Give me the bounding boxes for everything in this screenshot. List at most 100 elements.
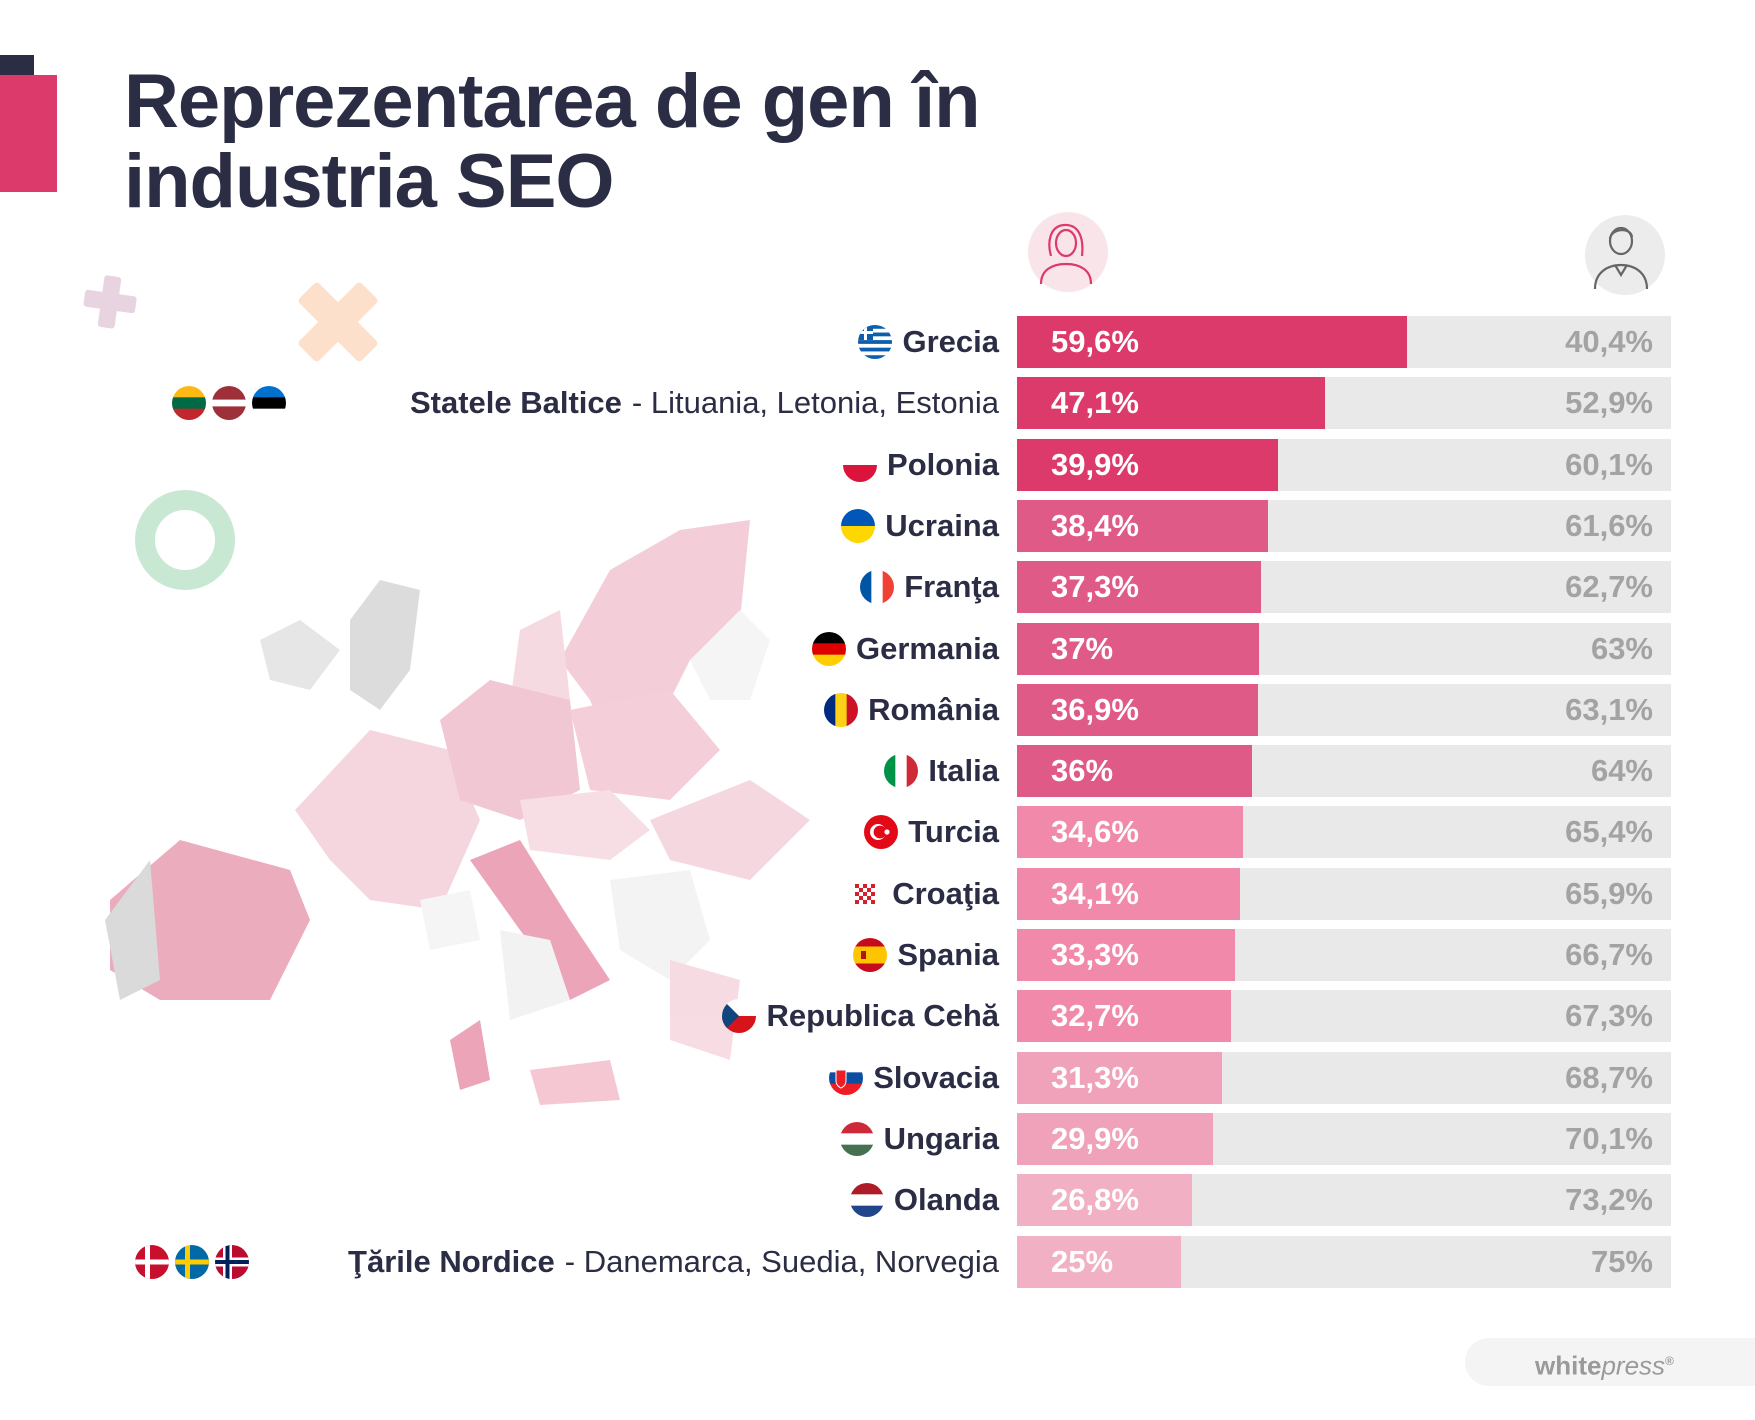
bar-track: 31,3% 68,7%	[1017, 1051, 1671, 1104]
female-value-label: 36%	[1051, 753, 1114, 789]
france-flag-icon	[860, 570, 895, 605]
norway-flag-icon	[215, 1244, 249, 1279]
bar-track: 47,1% 52,9%	[1017, 377, 1671, 430]
bar-track: 33,3% 66,7%	[1017, 929, 1671, 981]
czech-flag-icon	[722, 999, 757, 1034]
chart-row: Spania 33,3% 66,7%	[0, 929, 1755, 981]
chart-row: Polonia 39,9% 60,1%	[0, 438, 1755, 491]
country-name: Turcia	[908, 814, 999, 850]
male-value-label: 62,7%	[1565, 569, 1653, 605]
bar-track: 32,7% 67,3%	[1017, 990, 1671, 1043]
male-value-label: 60,1%	[1565, 446, 1653, 482]
chart-row: Grecia 59,6% 40,4%	[0, 316, 1755, 368]
female-bar	[1017, 990, 1231, 1043]
chart-row: Italia 36% 64%	[0, 745, 1755, 798]
female-value-label: 59,6%	[1051, 324, 1139, 359]
plus-decoration-icon	[83, 275, 137, 329]
male-value-label: 64%	[1590, 753, 1653, 789]
chart-row: Republica Cehă 32,7% 67,3%	[0, 990, 1755, 1043]
female-value-label: 33,3%	[1051, 937, 1139, 972]
flag-group	[135, 1244, 249, 1279]
female-bar	[1017, 561, 1261, 614]
male-value-label: 65,9%	[1565, 875, 1653, 911]
female-value-label: 47,1%	[1051, 385, 1139, 421]
poland-flag-icon	[843, 447, 878, 482]
female-value-label: 34,1%	[1051, 875, 1139, 911]
female-value-label: 38,4%	[1051, 507, 1139, 543]
country-label: Spania	[853, 929, 999, 981]
country-name: Croaţia	[892, 875, 999, 911]
country-label: România	[824, 684, 999, 736]
bar-track: 37,3% 62,7%	[1017, 561, 1671, 614]
country-name: Italia	[928, 753, 999, 789]
male-value-label: 52,9%	[1565, 385, 1653, 421]
female-value-label: 26,8%	[1051, 1182, 1139, 1218]
male-value-label: 73,2%	[1565, 1182, 1653, 1218]
country-label: Polonia	[843, 439, 999, 491]
chart-row: Olanda 26,8% 73,2%	[0, 1174, 1755, 1227]
latvia-flag-icon	[212, 386, 246, 421]
country-label: Germania	[811, 623, 999, 675]
bar-track: 29,9% 70,1%	[1017, 1112, 1671, 1165]
cross-decoration-icon	[298, 282, 378, 362]
country-label: Slovacia	[829, 1052, 999, 1104]
country-name: Statele Baltice	[409, 385, 622, 421]
female-bar	[1017, 438, 1278, 491]
chart-row: Turcia 34,6% 65,4%	[0, 806, 1755, 859]
man-avatar-icon	[1593, 226, 1649, 290]
brand-bold: white	[1535, 1350, 1602, 1381]
country-name: Ţările Nordice	[348, 1243, 555, 1279]
bar-track: 59,6% 40,4%	[1017, 316, 1671, 368]
female-bar	[1017, 316, 1407, 368]
country-label: Turcia	[864, 806, 999, 858]
male-value-label: 75%	[1590, 1243, 1653, 1279]
country-label: Grecia	[858, 316, 999, 368]
female-value-label: 36,9%	[1051, 691, 1139, 727]
country-detail: - Danemarca, Suedia, Norvegia	[564, 1243, 999, 1279]
chart-row: Ungaria 29,9% 70,1%	[0, 1112, 1755, 1165]
decorative-bar-dark	[0, 55, 34, 75]
female-bar	[1017, 622, 1259, 675]
country-name: Spania	[897, 937, 999, 972]
italy-flag-icon	[884, 754, 919, 789]
male-value-label: 70,1%	[1565, 1120, 1653, 1156]
male-value-label: 66,7%	[1565, 937, 1653, 972]
bar-track: 26,8% 73,2%	[1017, 1174, 1671, 1227]
greece-flag-icon	[858, 325, 893, 359]
europe-map-illustration	[105, 520, 810, 1105]
country-name: Republica Cehă	[766, 998, 999, 1034]
chart-row: Ţările Nordice - Danemarca, Suedia, Norve…	[0, 1235, 1755, 1288]
country-name: Grecia	[902, 324, 999, 359]
hungary-flag-icon	[839, 1121, 874, 1156]
spain-flag-icon	[853, 938, 888, 972]
male-value-label: 68,7%	[1565, 1059, 1653, 1095]
bar-track: 37% 63%	[1017, 622, 1671, 675]
male-icon-circle	[1585, 215, 1665, 295]
male-value-label: 65,4%	[1565, 814, 1653, 850]
slovakia-flag-icon	[829, 1060, 864, 1095]
estonia-flag-icon	[252, 386, 286, 421]
male-value-label: 61,6%	[1565, 507, 1653, 543]
germany-flag-icon	[811, 631, 846, 666]
flag-group	[172, 386, 286, 421]
croatia-flag-icon	[848, 876, 883, 911]
country-label: Franţa	[860, 561, 999, 613]
country-label: Statele Baltice - Lituania, Letonia, Esto…	[410, 377, 999, 429]
country-name: Germania	[855, 630, 999, 666]
country-label: Republica Cehă	[722, 990, 999, 1042]
country-label: Olanda	[849, 1174, 999, 1226]
female-bar	[1017, 1112, 1213, 1165]
female-value-label: 37%	[1051, 630, 1114, 666]
title-line-1: Reprezentarea de gen în	[124, 59, 980, 144]
bar-track: 25% 75%	[1017, 1235, 1671, 1288]
country-name: România	[868, 691, 999, 727]
bar-track: 34,6% 65,4%	[1017, 806, 1671, 859]
female-bar	[1017, 1174, 1193, 1227]
lithuania-flag-icon	[172, 386, 206, 421]
country-name: Ungaria	[883, 1120, 999, 1156]
female-bar	[1017, 867, 1240, 920]
female-bar	[1017, 1051, 1222, 1104]
female-value-label: 32,7%	[1051, 998, 1139, 1034]
brand-italic: press	[1601, 1350, 1666, 1381]
female-bar	[1017, 499, 1269, 552]
